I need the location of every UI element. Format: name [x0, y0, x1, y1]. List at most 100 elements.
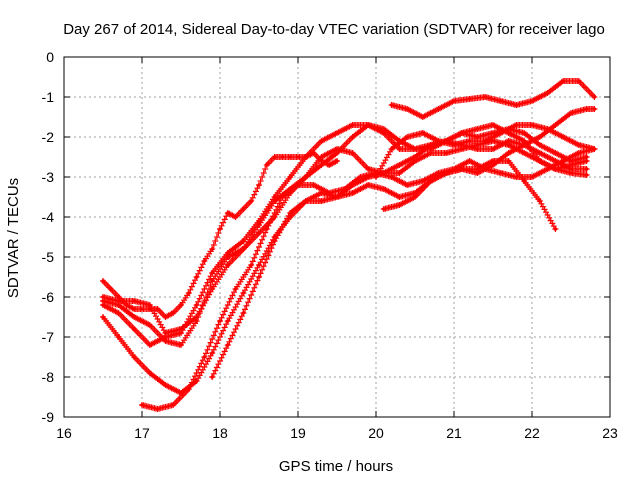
- x-tick-label: 18: [212, 425, 228, 441]
- data-point: [460, 131, 464, 135]
- data-point: [101, 315, 105, 319]
- data-point: [116, 299, 121, 303]
- data-point: [475, 147, 480, 151]
- data-point: [194, 379, 199, 383]
- data-point: [530, 123, 534, 127]
- data-point: [171, 403, 175, 407]
- data-point: [405, 183, 410, 187]
- data-point: [116, 303, 121, 307]
- data-point: [491, 139, 495, 143]
- data-point: [155, 407, 160, 411]
- y-tick-label: -1: [42, 89, 55, 105]
- series-markers: [100, 138, 590, 336]
- data-point: [483, 95, 488, 99]
- data-point: [335, 151, 339, 155]
- data-point: [389, 147, 394, 151]
- data-point: [405, 107, 410, 111]
- data-point: [116, 295, 121, 299]
- data-point: [210, 247, 214, 251]
- data-point: [148, 303, 152, 307]
- data-point: [436, 171, 441, 175]
- data-point: [163, 331, 168, 335]
- y-tick-label: -4: [42, 209, 55, 225]
- data-point: [506, 151, 511, 155]
- data-point: [335, 159, 339, 163]
- data-point: [584, 107, 589, 111]
- data-point: [163, 383, 168, 387]
- data-point: [366, 183, 371, 187]
- data-point: [382, 131, 386, 135]
- x-tick-label: 23: [602, 425, 618, 441]
- data-point: [397, 147, 402, 151]
- data-point: [257, 219, 261, 223]
- data-point: [132, 327, 136, 331]
- data-point: [553, 123, 558, 127]
- data-point: [327, 163, 332, 167]
- data-point: [210, 351, 214, 355]
- data-point: [304, 155, 308, 159]
- data-point: [335, 131, 339, 135]
- data-point: [475, 135, 480, 139]
- data-point: [569, 171, 573, 175]
- data-point: [491, 159, 495, 163]
- data-point: [304, 175, 308, 179]
- data-point: [592, 95, 597, 99]
- data-point: [499, 99, 503, 103]
- data-point: [163, 335, 168, 339]
- data-point: [506, 159, 511, 163]
- data-point: [132, 299, 136, 303]
- data-point: [491, 131, 495, 135]
- data-point: [101, 279, 105, 283]
- data-point: [179, 331, 183, 335]
- data-point: [592, 107, 597, 111]
- data-point: [272, 155, 277, 159]
- data-point: [179, 303, 183, 307]
- data-point: [265, 163, 269, 167]
- data-point: [530, 99, 534, 103]
- data-point: [514, 175, 519, 179]
- data-point: [545, 167, 550, 171]
- data-point: [522, 143, 526, 147]
- data-point: [467, 159, 472, 163]
- y-tick-label: -5: [42, 249, 55, 265]
- data-point: [545, 127, 550, 131]
- data-point: [553, 159, 558, 163]
- series-track-6: [139, 146, 598, 412]
- data-point: [350, 135, 355, 139]
- data-point: [436, 107, 441, 111]
- data-point: [101, 303, 105, 307]
- data-point: [116, 335, 121, 339]
- data-point: [319, 159, 324, 163]
- data-point: [584, 167, 589, 171]
- data-point: [592, 147, 597, 151]
- data-point: [413, 155, 417, 159]
- data-point: [405, 135, 410, 139]
- data-point: [577, 79, 581, 83]
- data-point: [101, 295, 105, 299]
- data-point: [132, 307, 136, 311]
- data-point: [187, 387, 191, 391]
- data-point: [413, 159, 417, 163]
- y-axis-title: SDTVAR / TECUs: [5, 178, 22, 298]
- data-point: [397, 163, 402, 167]
- data-point: [280, 195, 285, 199]
- data-point: [522, 179, 526, 183]
- data-point: [241, 239, 246, 243]
- data-point: [272, 239, 277, 243]
- data-point: [561, 79, 565, 83]
- data-point: [584, 155, 589, 159]
- data-point: [366, 167, 371, 171]
- data-point: [467, 139, 472, 143]
- x-tick-label: 20: [368, 425, 384, 441]
- data-point: [421, 115, 425, 119]
- data-point: [257, 275, 261, 279]
- data-point: [233, 215, 238, 219]
- data-point: [452, 99, 456, 103]
- data-point: [421, 179, 425, 183]
- series-track-7: [209, 158, 559, 380]
- data-point: [514, 103, 519, 107]
- data-point: [241, 207, 246, 211]
- data-point: [382, 127, 386, 131]
- data-point: [241, 291, 246, 295]
- data-point: [397, 203, 402, 207]
